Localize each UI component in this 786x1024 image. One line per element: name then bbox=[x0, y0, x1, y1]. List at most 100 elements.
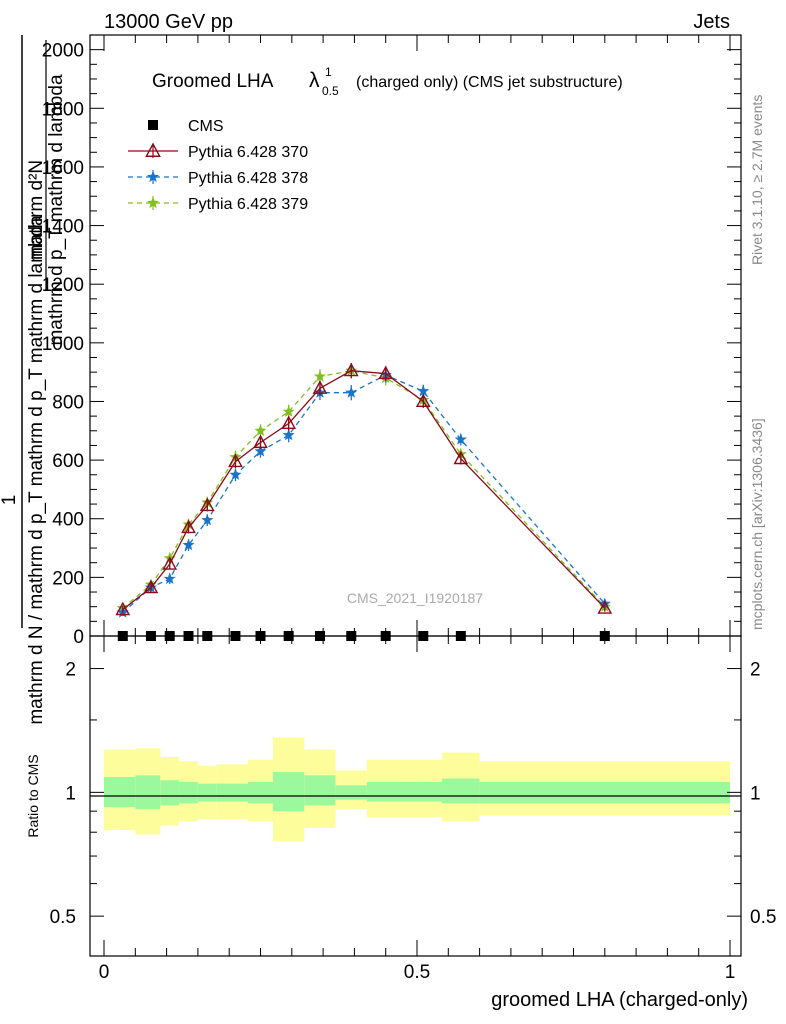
upper-ylabel: 1 mathrm d²N mathrm d N / mathrm d p_T m… bbox=[0, 35, 67, 725]
upper-axis-ticks: 0 200 400 600 800 1000 1200 1400 1600 1800 2000 bbox=[42, 41, 741, 648]
energy-label: 13000 GeV pp bbox=[104, 11, 233, 33]
ratio-band-inner bbox=[104, 776, 136, 808]
plot-title: Groomed LHA λ 1 0.5 (charged only) (CMS … bbox=[152, 65, 623, 98]
cms-point bbox=[314, 631, 325, 641]
cms-point bbox=[346, 631, 357, 641]
series-point bbox=[378, 365, 394, 380]
upper-ytick-label: 200 bbox=[52, 568, 84, 589]
legend: CMS Pythia 6.428 370 Pythia 6.428 378 Pythi… bbox=[128, 118, 308, 213]
ratio-band-inner bbox=[273, 772, 305, 812]
series-point bbox=[229, 468, 242, 480]
category-label: Jets bbox=[693, 11, 730, 33]
ratio-band-inner bbox=[404, 781, 443, 802]
title-rest: (charged only) (CMS jet substructure) bbox=[356, 74, 623, 91]
series-379 bbox=[116, 363, 611, 614]
series-point bbox=[228, 453, 243, 468]
ratio-band-inner bbox=[479, 781, 730, 804]
series-378 bbox=[116, 367, 611, 618]
cms-point bbox=[183, 631, 194, 641]
ylabel-denom-two: mathrm d p_T mathrm d lambda bbox=[46, 74, 67, 345]
series-point bbox=[254, 424, 267, 436]
series-point bbox=[282, 405, 295, 417]
ratio-ytick-label: 2 bbox=[65, 660, 76, 681]
cms-point bbox=[455, 631, 466, 641]
cms-point bbox=[202, 631, 213, 641]
ratio-band-inner bbox=[197, 783, 217, 802]
ratio-axis-ticks: 0.5 0.5 1 1 2 2 bbox=[50, 660, 777, 929]
series-point bbox=[312, 380, 328, 394]
ratio-band-inner bbox=[179, 781, 198, 804]
ratio-band-inner bbox=[135, 775, 161, 810]
series-point bbox=[281, 415, 297, 430]
ratio-bands bbox=[104, 737, 730, 842]
x-axis-ticks: 0 0.5 1 bbox=[99, 35, 736, 983]
ratio-band-inner bbox=[304, 775, 336, 806]
legend-marker bbox=[145, 142, 161, 157]
legend-marker bbox=[146, 170, 160, 183]
series-point bbox=[162, 556, 178, 570]
rivet-label: Rivet 3.1.10, ≥ 2.7M events bbox=[749, 95, 765, 265]
ratio-band-inner bbox=[247, 781, 274, 804]
series-point bbox=[253, 434, 268, 449]
ratio-ytick-label-right: 2 bbox=[750, 660, 761, 681]
legend-label: CMS bbox=[188, 118, 224, 135]
ratio-band-inner bbox=[335, 785, 367, 800]
x-tick-label: 0 bbox=[99, 962, 110, 983]
series-point bbox=[415, 393, 431, 408]
ratio-ytick-label-right: 0.5 bbox=[750, 907, 776, 928]
ratio-band-inner bbox=[216, 783, 248, 802]
mcplots-label: mcplots.cern.ch [arXiv:1306.3436] bbox=[749, 418, 765, 630]
cms-point bbox=[145, 631, 156, 641]
upper-ytick-label: 600 bbox=[52, 451, 84, 472]
series-point bbox=[454, 433, 467, 445]
series-point bbox=[282, 428, 295, 441]
cms-point bbox=[164, 631, 175, 641]
upper-ytick-label: 1400 bbox=[42, 217, 84, 238]
series-point bbox=[597, 600, 613, 614]
cms-point bbox=[117, 631, 128, 641]
cms-point bbox=[283, 631, 294, 641]
watermark: CMS_2021_I1920187 bbox=[347, 590, 483, 606]
title-sub: 0.5 bbox=[322, 84, 339, 98]
ratio-ytick-label: 1 bbox=[65, 783, 76, 804]
upper-ytick-label: 400 bbox=[52, 510, 84, 531]
series-point bbox=[417, 384, 430, 397]
ratio-band-inner bbox=[442, 778, 480, 804]
upper-ytick-label: 1800 bbox=[42, 99, 84, 120]
cms-point bbox=[418, 631, 429, 641]
x-axis-label: groomed LHA (charged-only) bbox=[491, 989, 748, 1011]
series-point bbox=[163, 572, 176, 585]
series-point bbox=[201, 513, 214, 526]
legend-label: Pythia 6.428 370 bbox=[188, 144, 308, 161]
series-point bbox=[181, 519, 196, 534]
series-point bbox=[115, 601, 131, 616]
title-sup: 1 bbox=[325, 65, 332, 79]
upper-ytick-label: 1000 bbox=[42, 334, 84, 355]
series-370 bbox=[115, 362, 613, 616]
upper-ytick-label: 2000 bbox=[42, 41, 84, 62]
upper-ytick-label: 1200 bbox=[42, 275, 84, 296]
ratio-ylabel: Ratio to CMS bbox=[25, 754, 41, 837]
series-line bbox=[122, 374, 606, 613]
upper-ytick-label: 1600 bbox=[42, 158, 84, 179]
cms-point bbox=[230, 631, 241, 641]
series-point bbox=[199, 497, 215, 512]
x-tick-label: 1 bbox=[725, 962, 736, 983]
cms-point bbox=[255, 631, 266, 641]
series-point bbox=[143, 579, 159, 594]
series-point bbox=[182, 538, 195, 551]
legend-marker bbox=[146, 196, 160, 209]
ratio-ytick-label-right: 1 bbox=[750, 783, 761, 804]
series-line bbox=[122, 370, 606, 609]
ylabel-denom-one: mathrm d N / mathrm d p_T mathrm d p_T m… bbox=[26, 215, 47, 725]
title-main: Groomed LHA bbox=[152, 71, 274, 92]
series-point bbox=[453, 450, 469, 465]
legend-label: Pythia 6.428 379 bbox=[188, 196, 308, 213]
ylabel-numer-two: mathrm d²N bbox=[26, 160, 47, 260]
ratio-band-inner bbox=[366, 781, 405, 802]
ratio-ytick-label: 0.5 bbox=[50, 907, 76, 928]
series-line bbox=[122, 370, 606, 611]
cms-point bbox=[380, 631, 391, 641]
x-tick-label: 0.5 bbox=[404, 962, 430, 983]
series-point bbox=[343, 362, 359, 377]
